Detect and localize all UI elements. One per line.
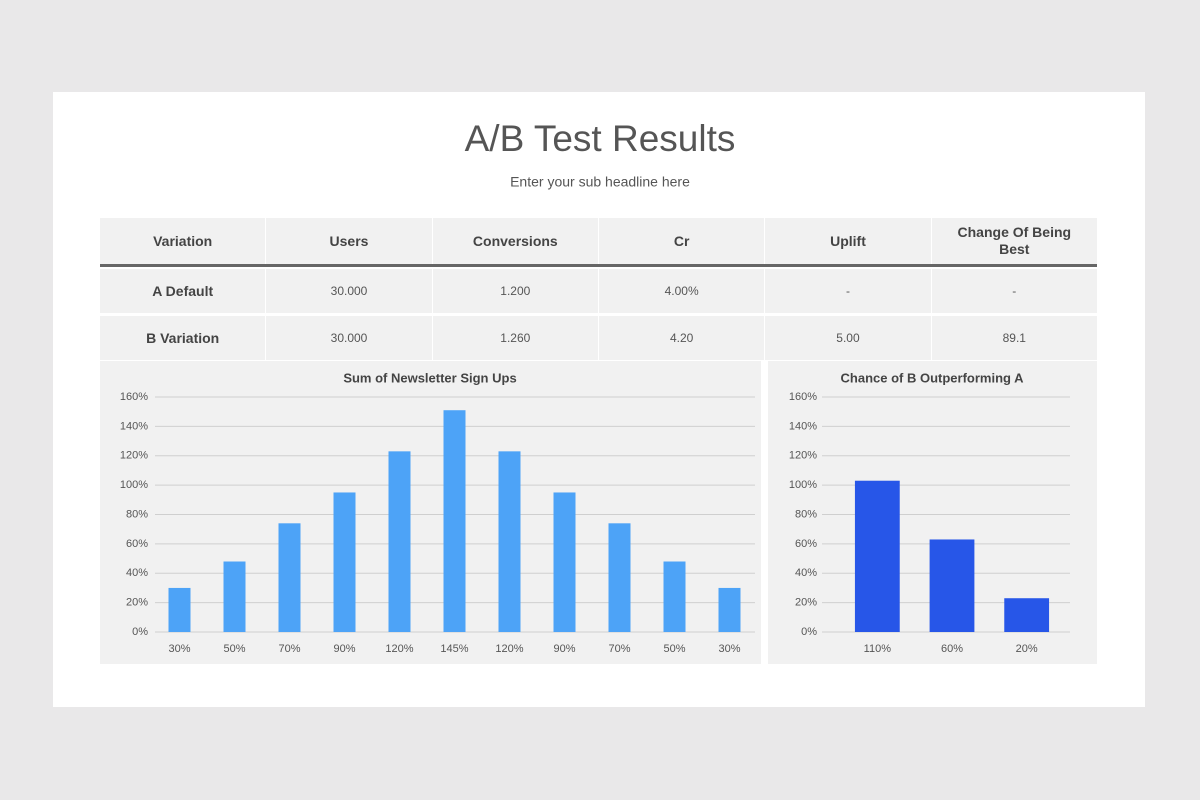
y-tick-label: 100%: [789, 479, 817, 491]
bar: [854, 480, 900, 632]
y-tick-label: 100%: [120, 479, 148, 491]
bar: [553, 492, 576, 632]
y-tick-label: 40%: [126, 567, 148, 579]
bar: [388, 451, 411, 632]
y-tick-label: 160%: [120, 391, 148, 403]
bar: [663, 561, 686, 632]
table-cell: 1.200: [431, 269, 598, 313]
bar: [1004, 598, 1050, 632]
header-cell: Users: [265, 218, 432, 264]
x-tick-label: 20%: [1016, 643, 1038, 655]
bar: [223, 561, 246, 632]
y-tick-label: 0%: [801, 626, 817, 638]
x-tick-label: 70%: [608, 643, 630, 655]
x-tick-label: 90%: [553, 643, 575, 655]
table-cell: -: [930, 269, 1097, 313]
table-cell: 4.20: [597, 316, 765, 360]
table-cell: -: [764, 269, 931, 313]
table-cell: 4.00%: [597, 269, 765, 313]
y-tick-label: 120%: [789, 450, 817, 462]
y-tick-label: 140%: [120, 420, 148, 432]
x-tick-label: 70%: [278, 643, 300, 655]
bar: [443, 410, 466, 632]
table-cell: B Variation: [100, 316, 266, 360]
bar: [929, 539, 975, 632]
table-cell: 30.000: [265, 316, 432, 360]
y-tick-label: 0%: [132, 626, 148, 638]
table-cell: 1.260: [431, 316, 598, 360]
bar: [718, 587, 741, 632]
chart-panel: [100, 359, 761, 664]
table-cell: 30.000: [265, 269, 432, 313]
table-cell: 89.1: [930, 316, 1097, 360]
y-tick-label: 20%: [795, 597, 817, 609]
x-tick-label: 120%: [385, 643, 413, 655]
header-row: Variation Users Conversions Cr Uplift Change …: [100, 218, 1097, 267]
bar: [333, 492, 356, 632]
y-tick-label: 60%: [126, 538, 148, 550]
y-tick-label: 80%: [126, 508, 148, 520]
x-tick-label: 145%: [440, 643, 468, 655]
table-cell: A Default: [100, 269, 266, 313]
bar: [168, 587, 191, 632]
x-tick-label: 50%: [663, 643, 685, 655]
title: A/B Test Results: [465, 118, 736, 159]
x-tick-label: 30%: [168, 643, 190, 655]
chart-title: Chance of B Outperforming A: [841, 370, 1025, 385]
bar: [278, 523, 301, 632]
y-tick-label: 140%: [789, 420, 817, 432]
header-cell: Change Of Being Best: [930, 218, 1097, 264]
x-tick-label: 90%: [333, 643, 355, 655]
x-tick-label: 50%: [223, 643, 245, 655]
y-tick-label: 40%: [795, 567, 817, 579]
y-tick-label: 80%: [795, 508, 817, 520]
header-cell: Uplift: [764, 218, 931, 264]
x-tick-label: 110%: [864, 643, 892, 655]
x-tick-label: 120%: [495, 643, 523, 655]
y-tick-label: 160%: [789, 391, 817, 403]
bar: [498, 451, 521, 632]
bar: [608, 523, 631, 632]
subtitle: Enter your sub headline here: [510, 174, 690, 190]
table-row: A Default 30.000 1.200 4.00% - -: [100, 269, 1097, 314]
table-row: B Variation 30.000 1.260 4.20 5.00 89.1: [100, 316, 1097, 361]
y-tick-label: 60%: [795, 538, 817, 550]
x-tick-label: 30%: [718, 643, 740, 655]
table-cell: 5.00: [764, 316, 931, 360]
header-cell: Variation: [100, 218, 266, 264]
x-tick-label: 60%: [941, 643, 963, 655]
y-tick-label: 20%: [126, 597, 148, 609]
header-cell: Conversions: [431, 218, 598, 264]
chart-title: Sum of Newsletter Sign Ups: [343, 370, 516, 385]
table: Variation Users Conversions Cr Uplift Change …: [100, 218, 1097, 361]
header-cell: Cr: [597, 218, 765, 264]
y-tick-label: 120%: [120, 450, 148, 462]
